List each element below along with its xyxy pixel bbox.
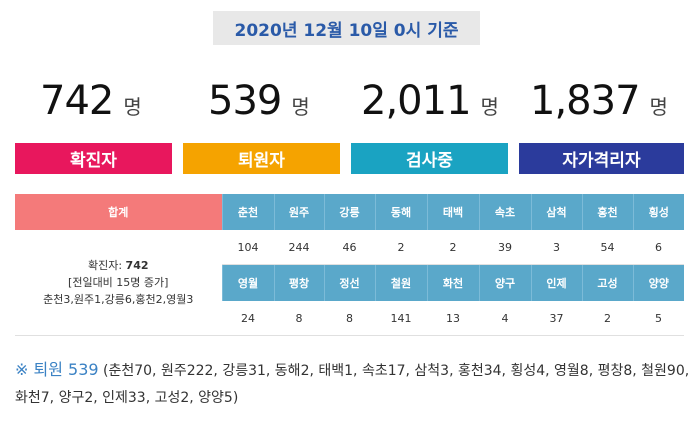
region-value-row-2: 24 8 8 141 13 4 37 2 5	[15, 301, 684, 336]
region-value: 13	[427, 301, 479, 336]
quarantine-count: 1,837	[530, 78, 641, 124]
confirmed-stat: 742 명	[40, 78, 142, 134]
region-name: 영월	[221, 264, 274, 301]
region-value: 24	[222, 301, 274, 336]
discharged-unit: 명	[291, 95, 310, 119]
summary-increase: [전일대비 15명 증가]	[68, 276, 169, 289]
region-value: 141	[375, 301, 427, 336]
region-name: 정선	[323, 264, 375, 301]
confirmed-label: 확진자	[15, 143, 172, 174]
region-value: 39	[479, 230, 531, 265]
region-value: 6	[633, 230, 684, 265]
region-name: 속초	[478, 194, 531, 230]
region-value: 4	[479, 301, 531, 336]
region-name: 삼척	[530, 194, 582, 230]
region-value: 244	[274, 230, 324, 265]
discharged-count: 539	[208, 78, 282, 124]
summary-confirmed-label: 확진자:	[87, 259, 126, 272]
region-value-row-1: 확진자: 742 [전일대비 15명 증가] 춘천3,원주1,강릉6,홍천2,영…	[15, 230, 684, 336]
region-name: 화천	[426, 264, 479, 301]
discharge-footnote: ※ 퇴원 539 (춘천70, 원주222, 강릉31, 동해2, 태백1, 속…	[15, 356, 695, 412]
region-value: 54	[582, 230, 633, 265]
region-value: 5	[633, 301, 684, 336]
total-header: 합계	[15, 194, 222, 230]
region-value: 8	[274, 301, 324, 336]
date-label: 2020년 12월 10일 0시 기준	[213, 11, 480, 45]
region-name: 철원	[374, 264, 427, 301]
quarantine-stat: 1,837 명	[530, 78, 668, 134]
footnote-mark: ※ 퇴원 539	[15, 360, 99, 379]
region-name: 원주	[273, 194, 324, 230]
region-header-row-1: 합계 춘천 원주 강릉 동해 태백 속초 삼척 홍천 횡성	[15, 194, 684, 230]
region-name: 홍천	[581, 194, 633, 230]
testing-unit: 명	[480, 95, 499, 119]
region-value: 8	[324, 301, 375, 336]
quarantine-unit: 명	[649, 95, 668, 119]
confirmed-count: 742	[40, 78, 114, 124]
confirmed-unit: 명	[123, 95, 142, 119]
region-value: 46	[324, 230, 375, 265]
region-value: 2	[375, 230, 427, 265]
region-value: 2	[427, 230, 479, 265]
region-header-row-2: 영월 평창 정선 철원 화천 양구 인제 고성 양양	[15, 264, 684, 301]
region-name: 평창	[273, 264, 324, 301]
discharged-stat: 539 명	[208, 78, 310, 134]
region-name: 고성	[581, 264, 633, 301]
region-name: 춘천	[221, 194, 274, 230]
summary-confirmed-value: 742	[125, 259, 149, 272]
region-value: 2	[582, 301, 633, 336]
region-name: 동해	[374, 194, 427, 230]
region-name: 양양	[632, 264, 684, 301]
total-summary: 확진자: 742 [전일대비 15명 증가] 춘천3,원주1,강릉6,홍천2,영…	[15, 230, 222, 336]
region-name: 태백	[426, 194, 479, 230]
testing-count: 2,011	[361, 78, 472, 124]
summary-confirmed: 확진자: 742	[15, 257, 222, 274]
region-table: 합계 춘천 원주 강릉 동해 태백 속초 삼척 홍천 횡성 확진자: 742 […	[15, 194, 684, 336]
region-name: 횡성	[632, 194, 684, 230]
region-value: 104	[222, 230, 274, 265]
summary-breakdown: 춘천3,원주1,강릉6,홍천2,영월3	[43, 293, 194, 306]
quarantine-label: 자가격리자	[519, 143, 684, 174]
testing-stat: 2,011 명	[361, 78, 499, 134]
region-value: 37	[531, 301, 582, 336]
discharged-label: 퇴원자	[183, 143, 340, 174]
footnote-text: (춘천70, 원주222, 강릉31, 동해2, 태백1, 속초17, 삼척3,…	[15, 363, 690, 406]
region-name: 강릉	[323, 194, 375, 230]
region-name: 양구	[478, 264, 531, 301]
region-value: 3	[531, 230, 582, 265]
testing-label: 검사중	[351, 143, 508, 174]
region-name: 인제	[530, 264, 582, 301]
